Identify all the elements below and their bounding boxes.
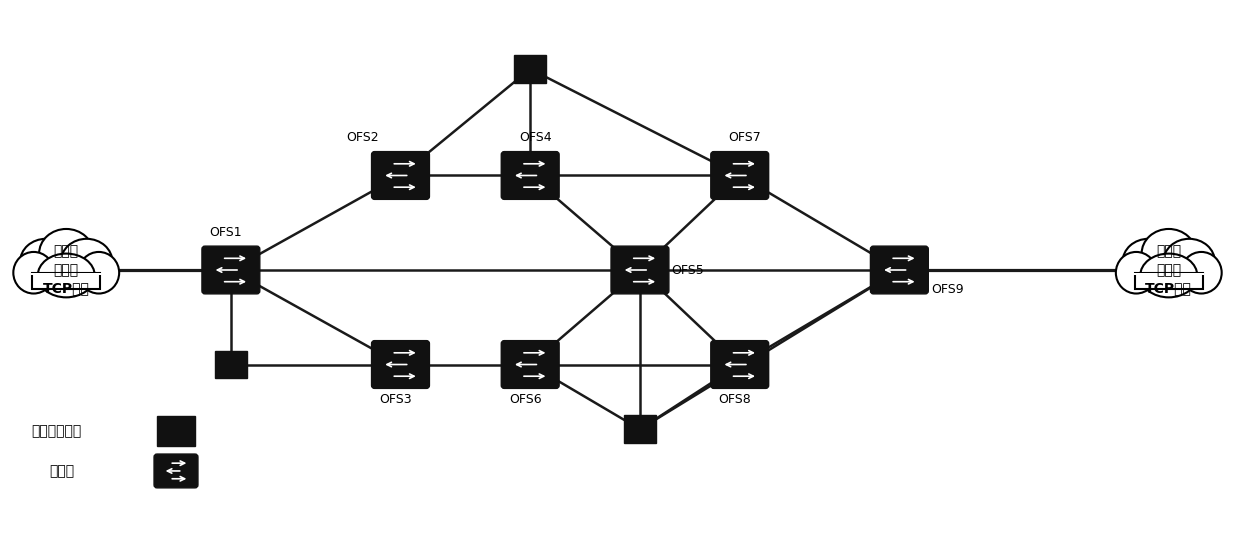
FancyBboxPatch shape (202, 246, 260, 294)
FancyBboxPatch shape (870, 246, 929, 294)
FancyBboxPatch shape (501, 341, 559, 388)
Ellipse shape (1116, 252, 1157, 294)
Ellipse shape (1122, 239, 1174, 285)
FancyBboxPatch shape (32, 273, 100, 289)
FancyBboxPatch shape (501, 152, 559, 199)
Ellipse shape (1141, 254, 1198, 298)
Ellipse shape (20, 239, 72, 285)
Ellipse shape (14, 252, 55, 294)
Text: OFS5: OFS5 (672, 264, 704, 276)
Text: OFS7: OFS7 (728, 131, 761, 144)
Text: OFS9: OFS9 (931, 284, 963, 296)
Ellipse shape (37, 254, 94, 298)
FancyBboxPatch shape (372, 341, 429, 388)
Ellipse shape (78, 252, 119, 294)
Text: OFS8: OFS8 (718, 393, 751, 406)
Text: OFS4: OFS4 (518, 131, 552, 144)
Bar (157, 416, 195, 446)
Text: OFS3: OFS3 (379, 393, 412, 406)
Ellipse shape (1163, 239, 1215, 285)
FancyBboxPatch shape (711, 341, 769, 388)
Bar (215, 350, 247, 379)
Ellipse shape (1142, 229, 1195, 278)
Text: 网络棅测设备: 网络棅测设备 (31, 424, 82, 438)
FancyBboxPatch shape (372, 152, 429, 199)
Bar (31, 273, 102, 275)
Text: 视频、
话音、
TCP流量: 视频、 话音、 TCP流量 (1146, 245, 1192, 295)
Bar (624, 415, 656, 443)
FancyBboxPatch shape (1135, 273, 1203, 289)
FancyBboxPatch shape (611, 246, 668, 294)
Ellipse shape (61, 239, 113, 285)
Text: OFS1: OFS1 (210, 226, 242, 239)
FancyBboxPatch shape (711, 152, 769, 199)
Ellipse shape (1180, 252, 1221, 294)
Bar (515, 55, 546, 83)
Text: OFS6: OFS6 (508, 393, 542, 406)
Bar (1133, 273, 1204, 275)
Text: 视频、
话音、
TCP流量: 视频、 话音、 TCP流量 (43, 245, 89, 295)
Ellipse shape (40, 229, 93, 278)
Text: 交换机: 交换机 (50, 464, 74, 478)
Text: OFS2: OFS2 (346, 131, 379, 144)
FancyBboxPatch shape (154, 454, 198, 488)
